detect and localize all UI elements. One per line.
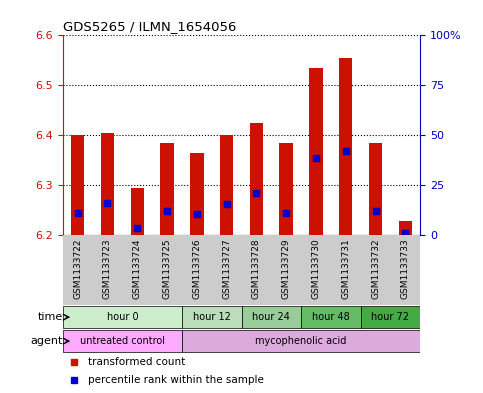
Text: GSM1133725: GSM1133725 (163, 239, 171, 299)
Text: GSM1133724: GSM1133724 (133, 239, 142, 299)
Bar (101, 133, 114, 235)
Bar (160, 143, 174, 235)
Text: GSM1133723: GSM1133723 (103, 239, 112, 299)
Bar (361, 306, 420, 328)
Text: GSM1133726: GSM1133726 (192, 239, 201, 299)
Bar (63, 306, 182, 328)
Bar (190, 153, 203, 235)
Text: transformed count: transformed count (88, 357, 185, 367)
Text: GSM1133729: GSM1133729 (282, 239, 291, 299)
Text: hour 72: hour 72 (371, 312, 410, 322)
Bar (182, 306, 242, 328)
Text: hour 0: hour 0 (107, 312, 138, 322)
Text: hour 24: hour 24 (252, 312, 290, 322)
Text: GSM1133733: GSM1133733 (401, 239, 410, 299)
Text: time: time (38, 312, 63, 322)
Text: GSM1133730: GSM1133730 (312, 239, 320, 299)
Text: GSM1133731: GSM1133731 (341, 239, 350, 299)
Text: GSM1133728: GSM1133728 (252, 239, 261, 299)
Bar (280, 143, 293, 235)
Bar (71, 135, 85, 235)
Text: GDS5265 / ILMN_1654056: GDS5265 / ILMN_1654056 (63, 20, 236, 33)
Bar (301, 306, 361, 328)
Text: GSM1133727: GSM1133727 (222, 239, 231, 299)
Bar (339, 58, 353, 235)
Bar (369, 143, 382, 235)
Text: hour 12: hour 12 (193, 312, 231, 322)
Text: GSM1133732: GSM1133732 (371, 239, 380, 299)
Bar (182, 331, 420, 352)
Text: percentile rank within the sample: percentile rank within the sample (88, 375, 264, 385)
Bar (130, 188, 144, 235)
Text: hour 48: hour 48 (312, 312, 350, 322)
Bar (309, 68, 323, 235)
Text: untreated control: untreated control (80, 336, 165, 346)
Text: mycophenolic acid: mycophenolic acid (256, 336, 347, 346)
Bar (63, 331, 182, 352)
Bar (398, 221, 412, 235)
Bar (250, 123, 263, 235)
Bar (220, 135, 233, 235)
Bar (242, 306, 301, 328)
Text: GSM1133722: GSM1133722 (73, 239, 82, 299)
Text: agent: agent (30, 336, 63, 346)
